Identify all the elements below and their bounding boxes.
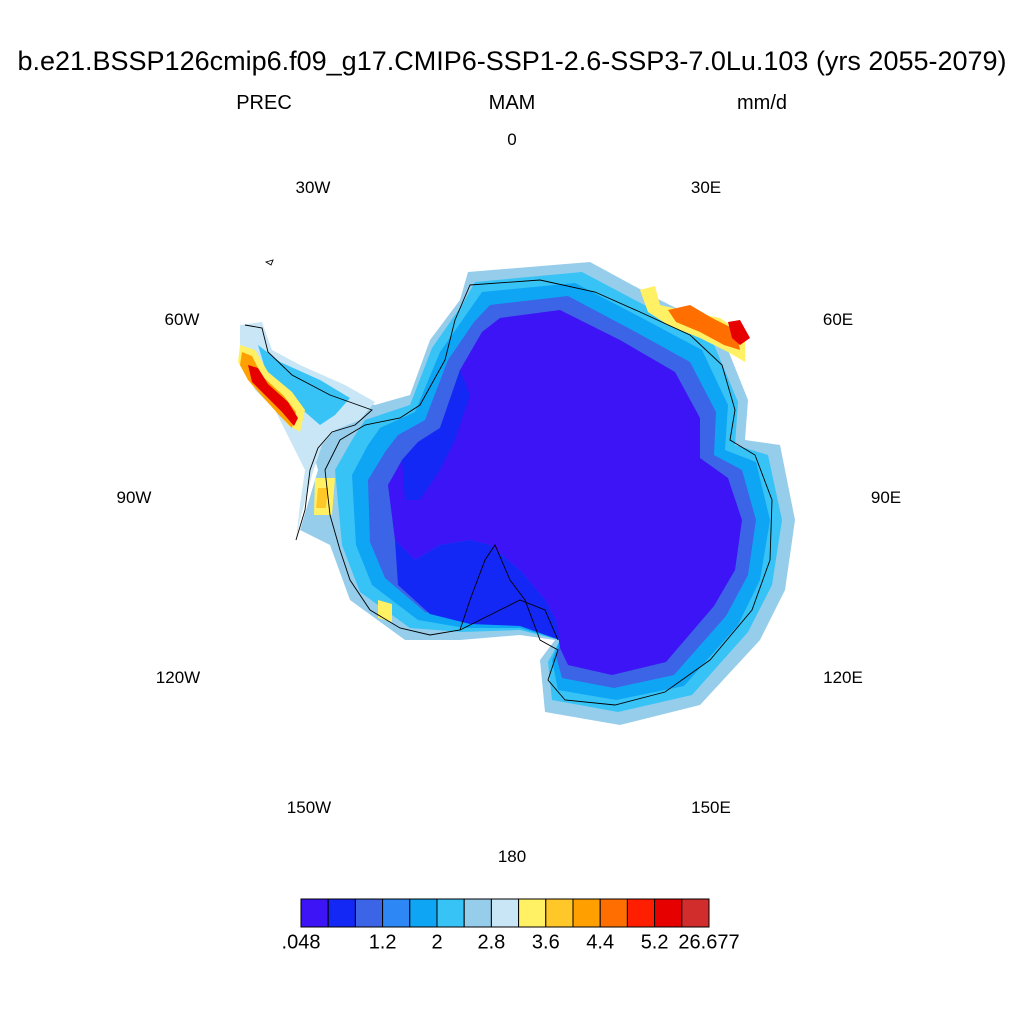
interior-plateau <box>388 310 742 675</box>
lon-label-60e: 60E <box>822 310 854 329</box>
lon-label-180: 180 <box>497 847 527 866</box>
units-label: mm/d <box>737 92 787 114</box>
variable-label: PREC <box>236 92 292 114</box>
west-region-dark <box>402 370 470 500</box>
colorbar-label-0: .048 <box>281 931 321 954</box>
lon-label-90w: 90W <box>116 488 152 507</box>
colorbar-label-3: 2.8 <box>477 931 506 954</box>
lon-label-30w: 30W <box>295 178 331 197</box>
lon-label-150w: 150W <box>286 798 332 817</box>
coastline <box>324 279 773 706</box>
lon-label-90e: 90E <box>870 488 902 507</box>
colorbar-label-2: 2 <box>431 931 443 954</box>
island-outline <box>264 259 274 266</box>
lon-label-150e: 150E <box>691 798 731 817</box>
colorbar-label-6: 5.2 <box>640 931 669 954</box>
east-coast-orange <box>668 305 740 350</box>
east-coast-red <box>728 320 750 345</box>
colorbar-label-5: 4.4 <box>586 931 615 954</box>
lon-label-120e: 120E <box>823 668 863 687</box>
colorbar-label-7: 26.677 <box>678 931 740 954</box>
lon-label-60w: 60W <box>164 310 200 329</box>
west-coast-orange <box>316 488 328 508</box>
peninsula-coastline <box>244 324 373 541</box>
ross-shelf-line <box>459 599 559 641</box>
season-label: MAM <box>488 92 536 114</box>
peninsula-red <box>248 365 298 426</box>
plot-title: b.e21.BSSP126cmip6.f09_g17.CMIP6-SSP1-2.… <box>17 46 1007 76</box>
lon-label-120w: 120W <box>155 668 201 687</box>
colorbar-label-1: 1.2 <box>368 931 397 954</box>
ice-shelf-region <box>395 540 560 640</box>
colorbar-label-4: 3.6 <box>531 931 560 954</box>
lon-label-30e: 30E <box>690 178 722 197</box>
lon-label-0: 0 <box>507 130 517 149</box>
